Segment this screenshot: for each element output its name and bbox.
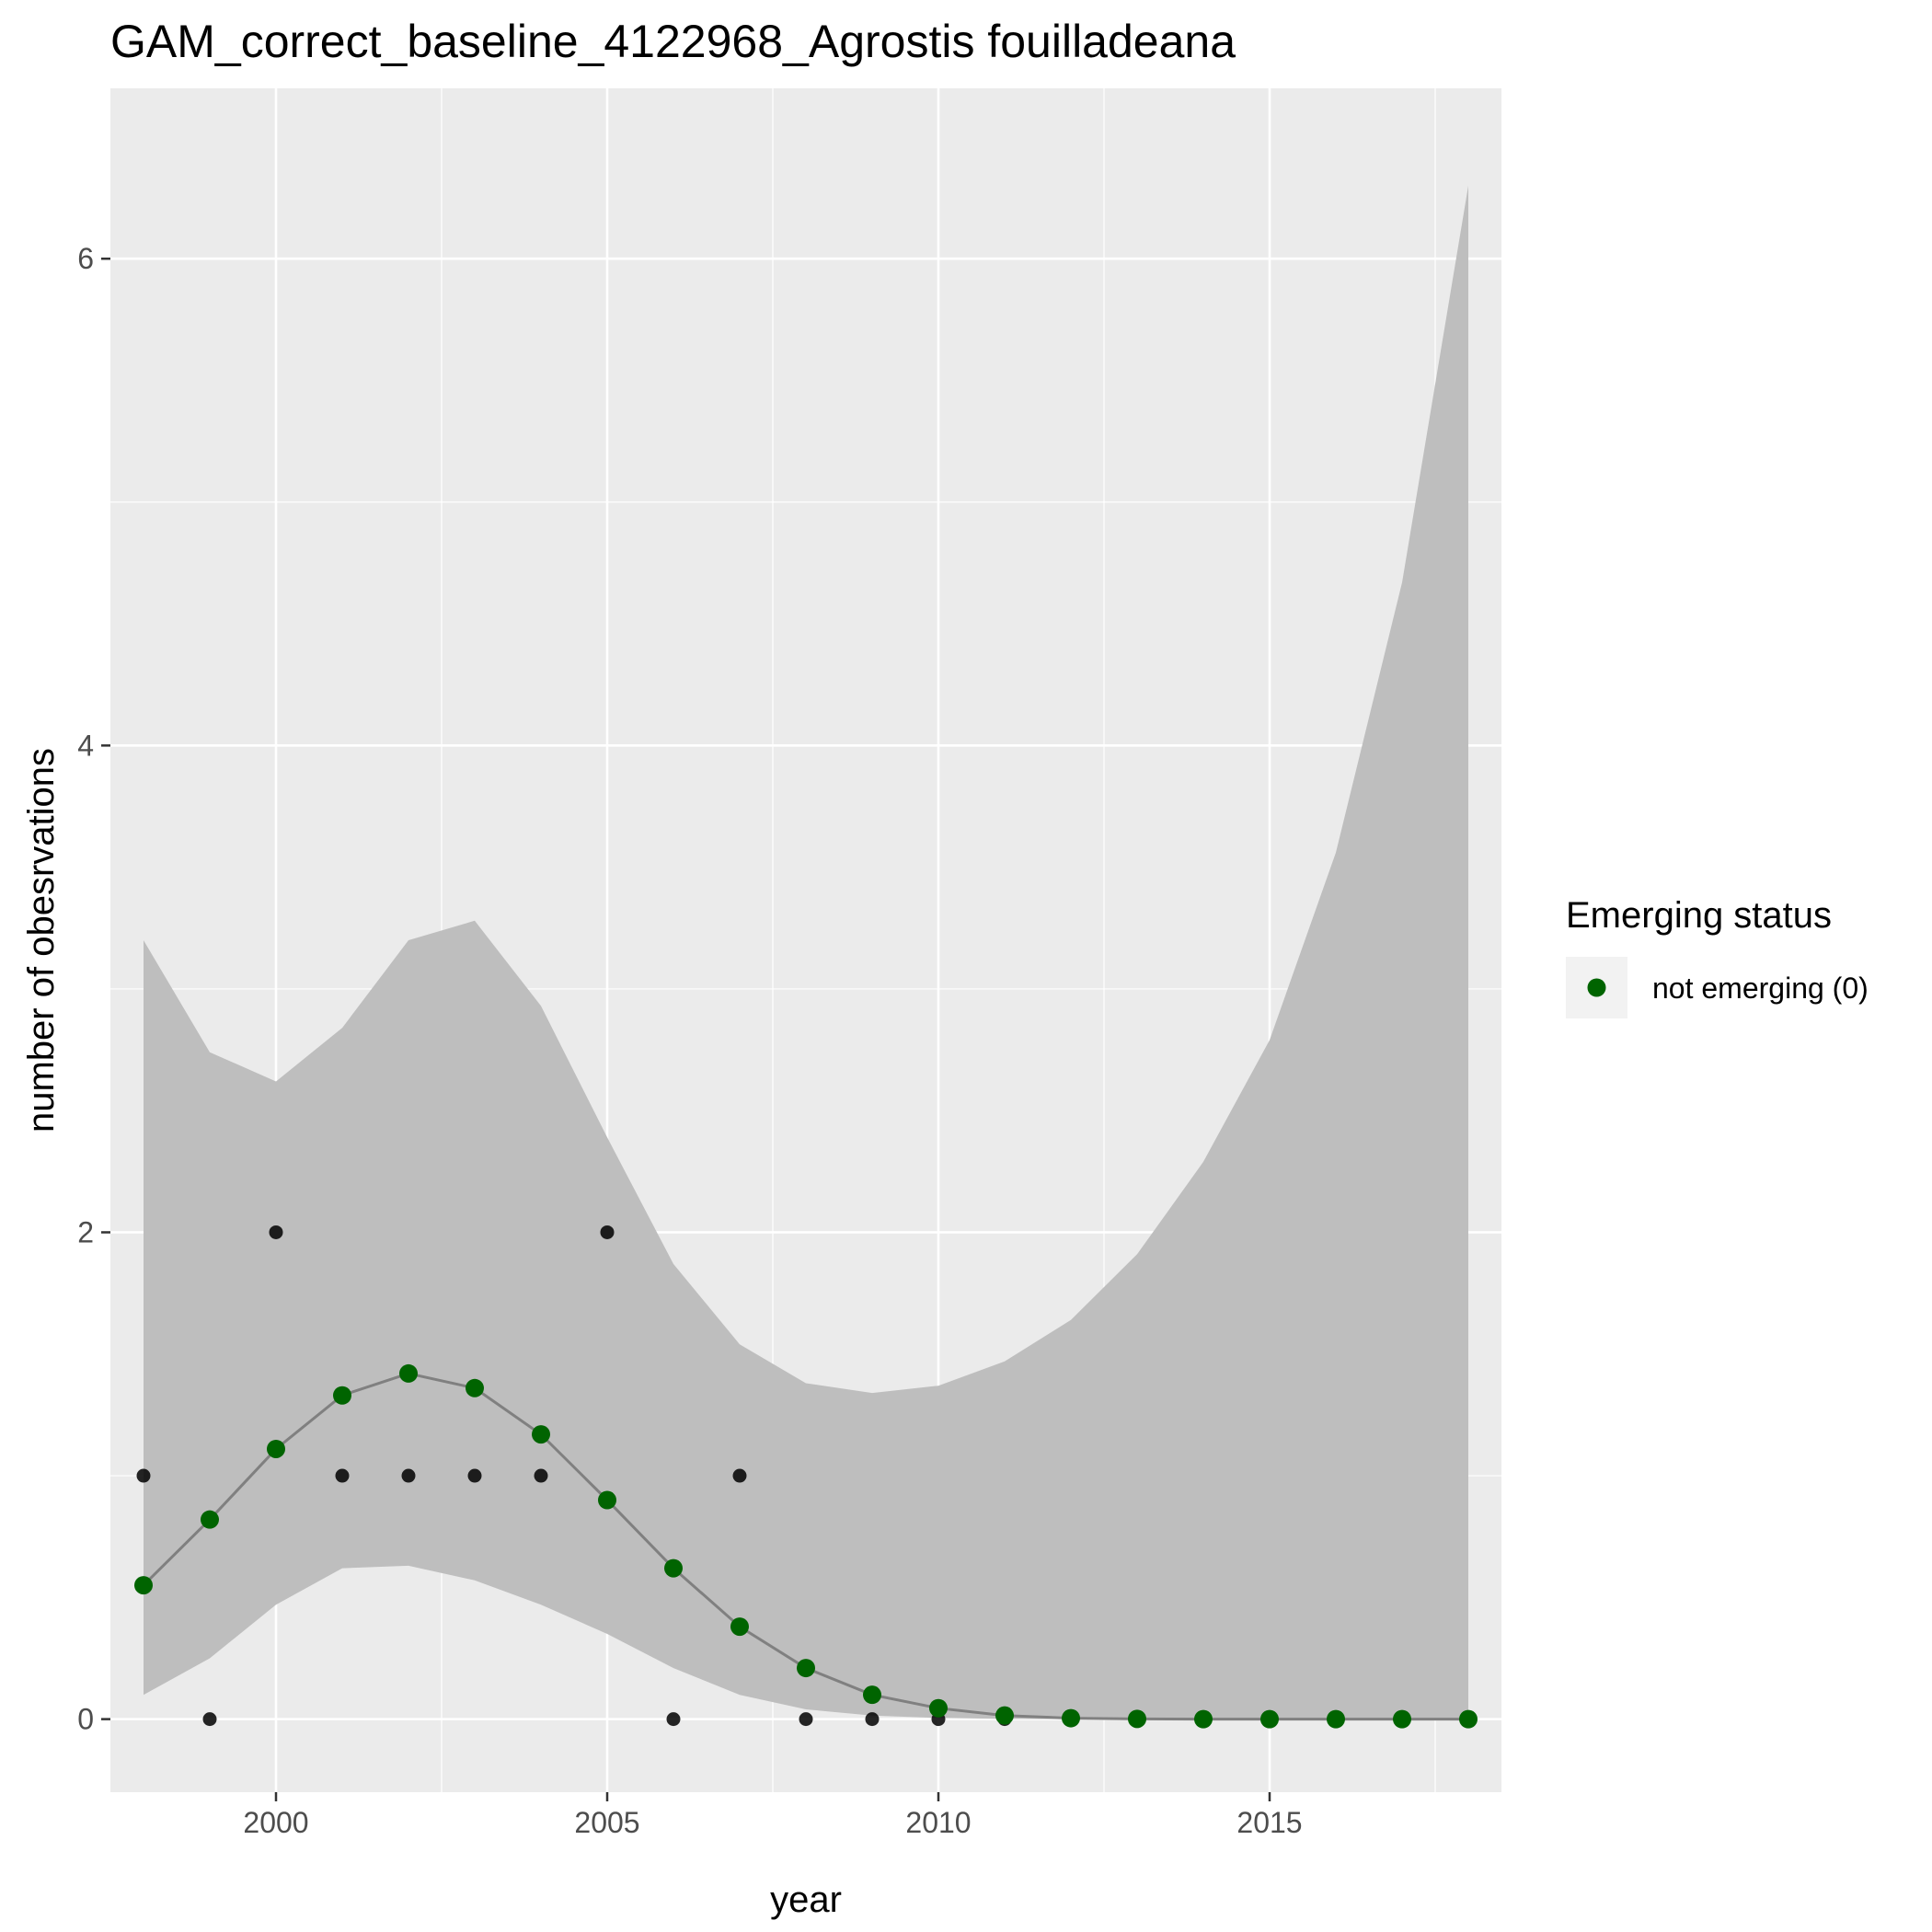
x-tick-label: 2015 [1236, 1806, 1302, 1839]
legend-label: not emerging (0) [1652, 972, 1869, 1005]
y-tick-label: 4 [77, 729, 94, 762]
chart-title: GAM_correct_baseline_4122968_Agrostis fo… [110, 16, 1236, 67]
observed-point [467, 1468, 482, 1483]
predicted-point [1393, 1709, 1411, 1729]
observed-point [534, 1468, 548, 1483]
predicted-point [466, 1378, 484, 1397]
legend-key-dot [1587, 978, 1606, 997]
predicted-point [333, 1386, 351, 1405]
observed-point [865, 1712, 880, 1727]
observed-point [799, 1712, 813, 1727]
predicted-point [267, 1439, 285, 1458]
predicted-point [201, 1510, 219, 1529]
predicted-point [1062, 1708, 1080, 1728]
x-axis-title: year [770, 1880, 842, 1920]
predicted-point [730, 1617, 749, 1637]
predicted-point [598, 1490, 616, 1510]
predicted-point [1327, 1709, 1345, 1729]
observed-point [666, 1712, 681, 1727]
x-tick-label: 2010 [905, 1806, 971, 1839]
y-axis: 0 2 4 6 [77, 242, 110, 1736]
predicted-point [797, 1659, 815, 1678]
predicted-point [1194, 1709, 1213, 1729]
predicted-point [863, 1685, 881, 1705]
y-axis-title: number of obesrvations [21, 748, 62, 1133]
predicted-point [1128, 1709, 1146, 1729]
predicted-points [134, 1363, 1478, 1729]
observed-point [335, 1468, 350, 1483]
y-tick-label: 6 [77, 242, 94, 275]
x-tick-label: 2005 [574, 1806, 639, 1839]
y-tick-label: 0 [77, 1703, 94, 1736]
predicted-point [929, 1698, 948, 1718]
observed-point [732, 1468, 747, 1483]
predicted-point [1459, 1709, 1478, 1729]
y-tick-label: 2 [77, 1215, 94, 1248]
predicted-point [399, 1363, 418, 1383]
predicted-point [664, 1558, 683, 1578]
x-tick-label: 2000 [243, 1806, 308, 1839]
legend-title: Emerging status [1566, 895, 1832, 936]
observed-points [136, 1225, 1012, 1727]
ci-ribbon [144, 185, 1468, 1719]
legend: Emerging status not emerging (0) [1566, 895, 1869, 1018]
observed-point [401, 1468, 416, 1483]
predicted-point [995, 1706, 1014, 1725]
predicted-point [532, 1425, 550, 1444]
observed-point [269, 1225, 283, 1239]
observed-point [136, 1468, 151, 1483]
predicted-point [134, 1576, 153, 1595]
observed-point [600, 1225, 615, 1239]
x-axis: 2000 2005 2010 2015 [243, 1792, 1303, 1839]
observed-point [202, 1712, 217, 1727]
predicted-point [1260, 1709, 1279, 1729]
confidence-band [144, 185, 1468, 1719]
